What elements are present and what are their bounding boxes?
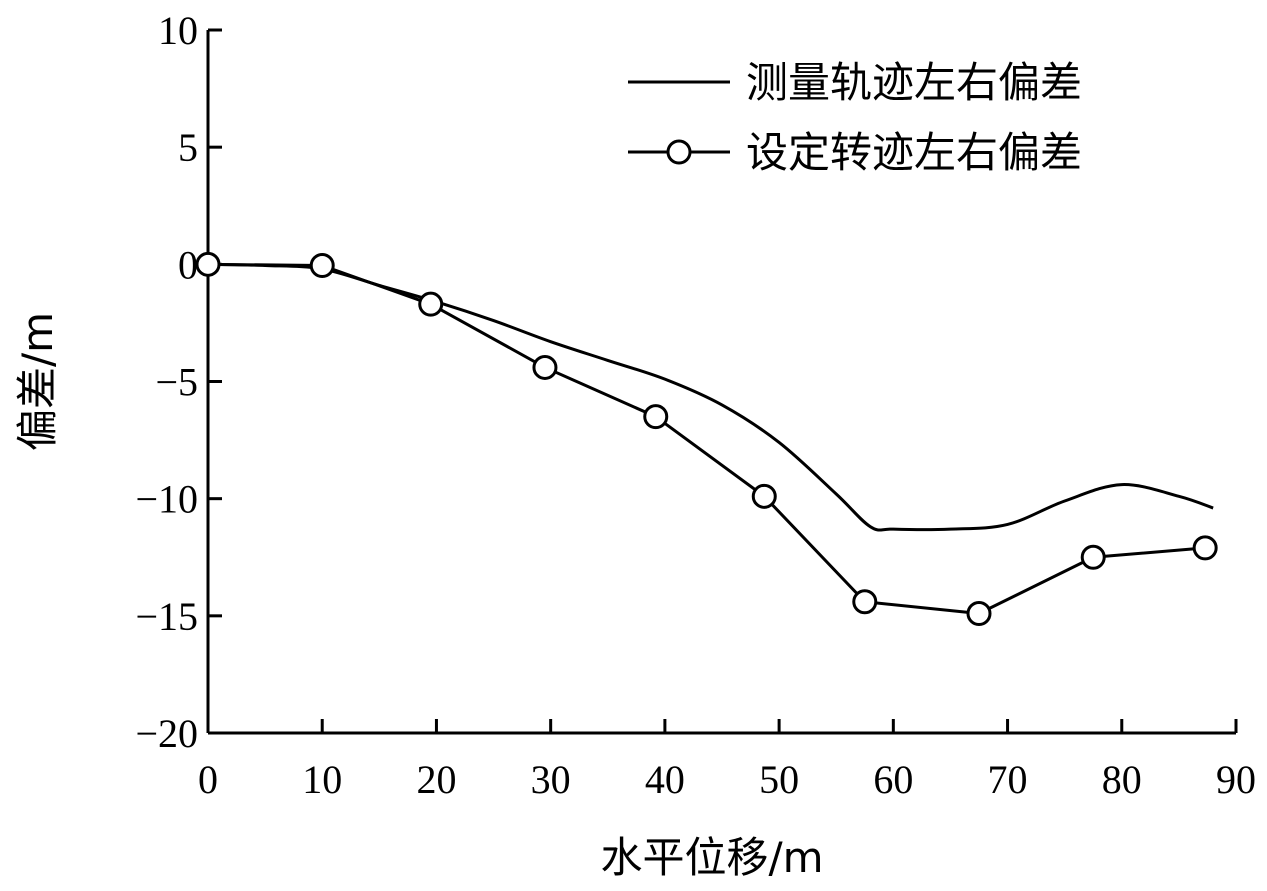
series-line-1 xyxy=(207,262,1214,532)
y-tick-label-5: 5 xyxy=(178,125,198,170)
y-axis-title: 偏差/m xyxy=(13,312,62,451)
series-2-point-9 xyxy=(1080,544,1106,570)
x-tick-label-40: 40 xyxy=(645,757,685,802)
y-tick-label-10: 10 xyxy=(158,8,198,53)
series-2-point-1 xyxy=(195,251,221,277)
series-2-point-3 xyxy=(418,291,444,317)
x-tick-label-60: 60 xyxy=(873,757,913,802)
x-tick-label-50: 50 xyxy=(759,757,799,802)
series-2-point-6 xyxy=(751,483,777,509)
series-2-point-10 xyxy=(1192,535,1218,561)
x-tick-label-90: 90 xyxy=(1216,757,1256,802)
x-tick-label-20: 20 xyxy=(416,757,456,802)
x-tick-label-30: 30 xyxy=(531,757,571,802)
legend-label-1: 测量轨迹左右偏差 xyxy=(746,58,1082,107)
series-2-point-5 xyxy=(643,404,669,430)
y-tick-label--10: −10 xyxy=(135,477,198,522)
series-line-2 xyxy=(207,262,1206,615)
x-tick-label-0: 0 xyxy=(198,757,218,802)
y-tick-label--20: −20 xyxy=(135,711,198,756)
series-2-point-7 xyxy=(852,589,878,615)
y-tick-label-0: 0 xyxy=(178,242,198,287)
x-tick-label-10: 10 xyxy=(302,757,342,802)
y-tick-label--5: −5 xyxy=(155,360,198,405)
series-layer xyxy=(195,251,1218,626)
series-2-point-8 xyxy=(966,600,992,626)
legend-label-2: 设定转迹左右偏差 xyxy=(746,128,1082,177)
legend-marker-2 xyxy=(666,139,692,165)
x-tick-label-70: 70 xyxy=(988,757,1028,802)
series-2-point-4 xyxy=(532,354,558,380)
x-axis-title: 水平位移/m xyxy=(600,833,823,882)
y-tick-label--15: −15 xyxy=(135,594,198,639)
x-tick-label-80: 80 xyxy=(1102,757,1142,802)
series-2-point-2 xyxy=(309,253,335,279)
